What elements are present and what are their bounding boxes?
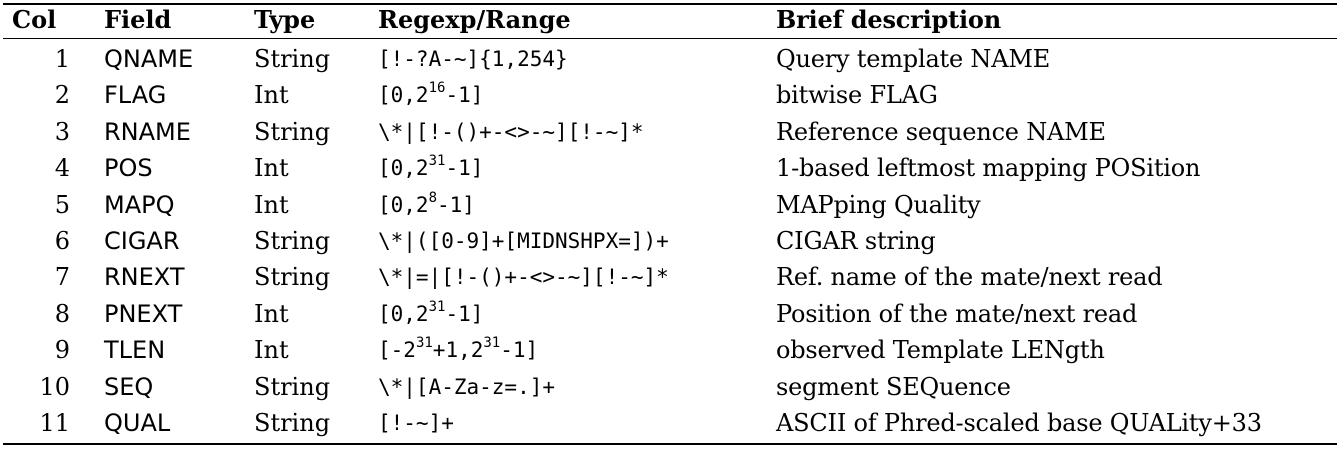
table-row: 1 QNAME String [!-?A-~]{1,254} Query templat… <box>0 41 1340 77</box>
field-name: PNEXT <box>104 299 183 328</box>
col-number: 5 <box>54 190 70 219</box>
table-row: 10 SEQ String \*|[A-Za-z=.]+ segment SEQuenc… <box>0 369 1340 405</box>
col-number: 6 <box>54 227 70 255</box>
table-row: 8 PNEXT Int [0,231-1] Position of the mate/n… <box>0 296 1340 332</box>
col-number: 7 <box>54 263 70 292</box>
field-range: \*|[A-Za-z=.]+ <box>378 374 556 399</box>
field-type: String <box>254 409 331 437</box>
field-description: segment SEQuence <box>776 372 1011 401</box>
top-rule <box>3 3 1337 5</box>
field-name: CIGAR <box>104 227 180 255</box>
field-type: Int <box>254 190 289 219</box>
bottom-rule <box>3 443 1337 445</box>
field-range: [0,231-1] <box>378 298 484 326</box>
header-row: Col Field Type Regexp/Range Brief descri… <box>0 2 1340 38</box>
field-name: POS <box>104 154 153 183</box>
field-range: [-231+1,231-1] <box>378 335 539 363</box>
field-range: \*|[!-()+-<>-~][!-~]* <box>378 119 644 144</box>
field-type: Int <box>254 81 289 110</box>
col-number: 3 <box>54 117 70 146</box>
field-description: 1-based leftmost mapping POSition <box>776 154 1201 183</box>
field-description: Ref. name of the mate/next read <box>776 263 1163 292</box>
header-rule <box>3 38 1337 39</box>
field-name: TLEN <box>104 336 166 365</box>
field-name: MAPQ <box>104 190 175 219</box>
field-range: [0,28-1] <box>378 189 475 217</box>
col-number: 8 <box>54 299 70 328</box>
col-number: 4 <box>54 154 70 183</box>
field-type: String <box>254 117 331 146</box>
table-row: 2 FLAG Int [0,216-1] bitwise FLAG <box>0 77 1340 113</box>
field-description: bitwise FLAG <box>776 81 938 110</box>
field-name: QUAL <box>104 409 171 437</box>
header-field: Field <box>104 5 172 34</box>
table-row: 7 RNEXT String \*|=|[!-()+-<>-~][!-~]* Ref. … <box>0 259 1340 295</box>
field-name: SEQ <box>104 372 154 401</box>
col-number: 10 <box>39 372 70 401</box>
field-type: Int <box>254 299 289 328</box>
table-row: 3 RNAME String \*|[!-()+-<>-~][!-~]* Referen… <box>0 114 1340 150</box>
field-name: QNAME <box>104 45 194 73</box>
field-description: MAPping Quality <box>776 190 981 219</box>
field-range: [0,231-1] <box>378 153 484 181</box>
field-description: observed Template LENgth <box>776 336 1105 365</box>
field-name: RNEXT <box>104 263 185 292</box>
table-row: 6 CIGAR String \*|([0-9]+[MIDNSHPX=])+ CIGAR… <box>0 223 1340 259</box>
field-range: [!-?A-~]{1,254} <box>378 47 568 71</box>
col-number: 1 <box>54 45 70 73</box>
field-description: CIGAR string <box>776 227 936 255</box>
header-range: Regexp/Range <box>378 5 571 34</box>
field-type: String <box>254 227 331 255</box>
table-row: 11 QUAL String [!-~]+ ASCII of Phred-scaled … <box>0 405 1340 441</box>
table-row: 4 POS Int [0,231-1] 1-based leftmost mapping… <box>0 150 1340 186</box>
col-number: 9 <box>54 336 70 365</box>
field-type: String <box>254 263 331 292</box>
field-range: \*|([0-9]+[MIDNSHPX=])+ <box>378 229 669 253</box>
field-type: String <box>254 45 331 73</box>
field-description: Reference sequence NAME <box>776 117 1106 146</box>
field-name: FLAG <box>104 81 167 110</box>
field-name: RNAME <box>104 117 191 146</box>
field-range: [0,216-1] <box>378 80 484 108</box>
field-range: \*|=|[!-()+-<>-~][!-~]* <box>378 265 669 290</box>
field-description: Position of the mate/next read <box>776 299 1138 328</box>
field-description: ASCII of Phred-scaled base QUALity+33 <box>776 409 1262 437</box>
table-row: 9 TLEN Int [-231+1,231-1] observed Template … <box>0 332 1340 368</box>
field-range: [!-~]+ <box>378 411 454 435</box>
header-col: Col <box>12 5 57 34</box>
field-description: Query template NAME <box>776 45 1051 73</box>
header-type: Type <box>254 5 316 34</box>
field-type: String <box>254 372 331 401</box>
field-type: Int <box>254 336 289 365</box>
header-description: Brief description <box>776 5 1001 34</box>
col-number: 11 <box>39 409 70 437</box>
table-row: 5 MAPQ Int [0,28-1] MAPping Quality <box>0 187 1340 223</box>
field-type: Int <box>254 154 289 183</box>
col-number: 2 <box>54 81 70 110</box>
